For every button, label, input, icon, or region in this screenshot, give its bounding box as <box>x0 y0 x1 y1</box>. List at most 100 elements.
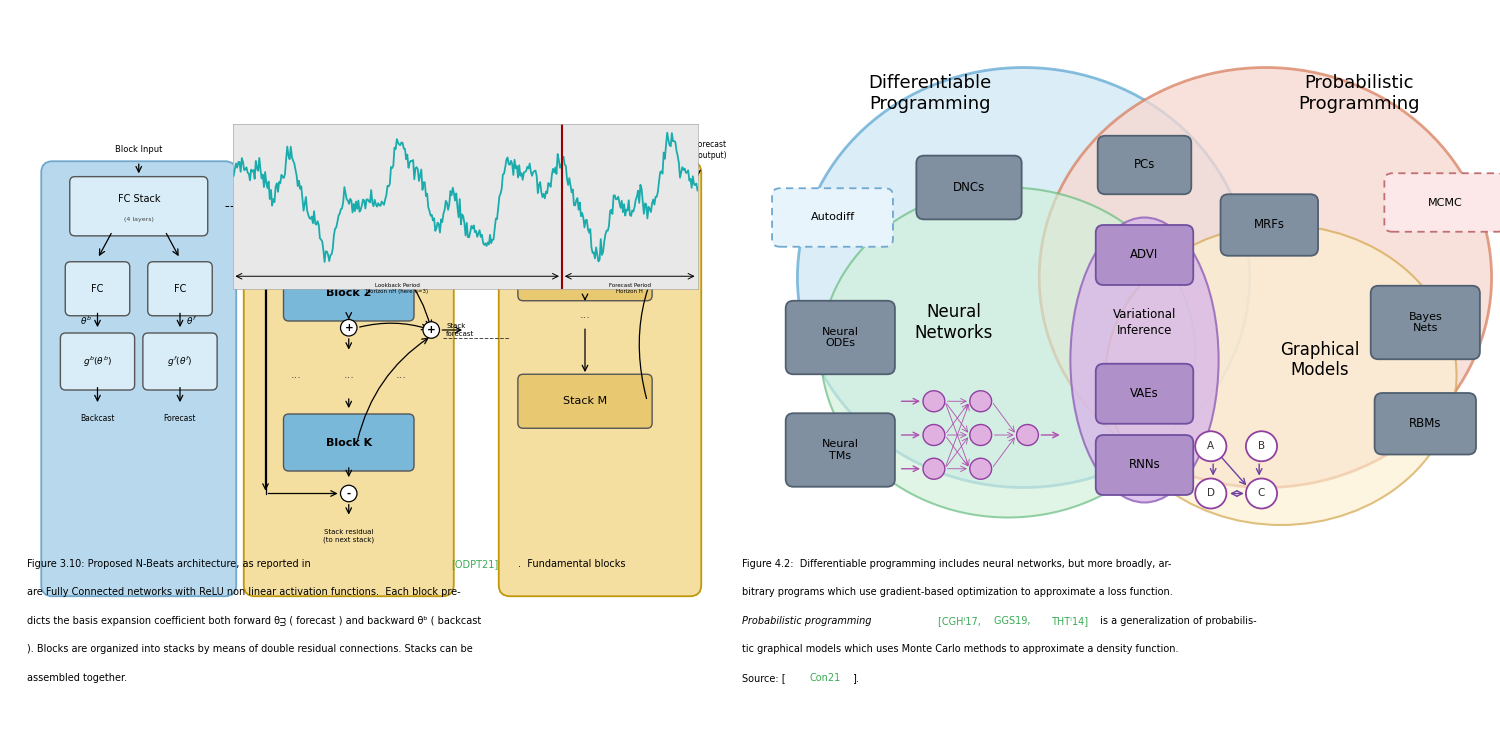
Text: Block 1: Block 1 <box>326 201 372 211</box>
Circle shape <box>922 391 945 412</box>
Circle shape <box>675 200 690 217</box>
FancyBboxPatch shape <box>786 413 895 487</box>
Text: $g^f(\theta^f)$: $g^f(\theta^f)$ <box>168 354 192 369</box>
Text: Stack 2: Stack 2 <box>564 268 606 279</box>
Text: Block 2: Block 2 <box>326 287 372 298</box>
Circle shape <box>1017 424 1038 445</box>
Circle shape <box>970 458 992 479</box>
Text: FC Stack: FC Stack <box>117 194 160 204</box>
Text: ...: ... <box>344 370 354 380</box>
Text: tic graphical models which uses Monte Carlo methods to approximate a density fun: tic graphical models which uses Monte Ca… <box>742 644 1179 654</box>
FancyBboxPatch shape <box>284 178 414 235</box>
Text: Block Input: Block Input <box>116 146 162 154</box>
FancyBboxPatch shape <box>518 247 652 301</box>
Text: +: + <box>427 325 435 335</box>
Ellipse shape <box>1071 217 1218 502</box>
Circle shape <box>1196 478 1227 508</box>
Circle shape <box>1246 478 1276 508</box>
FancyBboxPatch shape <box>60 333 135 390</box>
FancyBboxPatch shape <box>142 333 218 390</box>
Circle shape <box>340 485 357 502</box>
FancyBboxPatch shape <box>1095 435 1194 495</box>
Text: Figure 4.2:  Differentiable programming includes neural networks, but more broad: Figure 4.2: Differentiable programming i… <box>742 559 1172 568</box>
Text: -: - <box>346 488 351 499</box>
Text: Probabilistic
Programming: Probabilistic Programming <box>1298 74 1419 113</box>
Text: Graphical
Models: Graphical Models <box>1281 340 1359 380</box>
Text: ...: ... <box>291 370 302 380</box>
Text: MCMC: MCMC <box>1428 197 1462 208</box>
Text: Forecast: Forecast <box>164 414 196 423</box>
FancyBboxPatch shape <box>66 262 129 316</box>
Text: $g^b(\theta^b)$: $g^b(\theta^b)$ <box>82 354 112 369</box>
Text: is a generalization of probabilis-: is a generalization of probabilis- <box>1096 616 1256 626</box>
Text: $\theta^b$: $\theta^b$ <box>81 315 92 327</box>
Text: Lookback Period
Horizon nH (here n=3): Lookback Period Horizon nH (here n=3) <box>366 284 429 294</box>
FancyBboxPatch shape <box>243 161 453 596</box>
Text: Neural
TMs: Neural TMs <box>822 440 860 460</box>
FancyBboxPatch shape <box>284 414 414 471</box>
FancyBboxPatch shape <box>1374 393 1476 454</box>
Text: Autodiff: Autodiff <box>810 212 855 223</box>
Circle shape <box>340 233 357 250</box>
Text: ADVI: ADVI <box>1131 248 1158 262</box>
Text: .  Fundamental blocks: . Fundamental blocks <box>518 559 626 568</box>
Text: GGS19,: GGS19, <box>994 616 1033 626</box>
Text: +: + <box>345 322 352 333</box>
Text: ...: ... <box>579 310 591 320</box>
Circle shape <box>970 424 992 445</box>
Text: Differentiable
Programming: Differentiable Programming <box>868 74 992 113</box>
FancyBboxPatch shape <box>498 161 700 596</box>
Text: Stack 1: Stack 1 <box>564 203 606 214</box>
FancyBboxPatch shape <box>916 156 1022 219</box>
Text: D: D <box>1208 488 1215 499</box>
FancyBboxPatch shape <box>1384 173 1500 232</box>
Text: Figure 3.10: Proposed N-Beats architecture, as reported in: Figure 3.10: Proposed N-Beats architectu… <box>27 559 314 568</box>
Text: Stack
forecast: Stack forecast <box>447 323 474 337</box>
Text: THTⁱ14]: THTⁱ14] <box>1052 616 1089 626</box>
Text: are Fully Connected networks with ReLU non linear activation functions.  Each bl: are Fully Connected networks with ReLU n… <box>27 587 460 597</box>
Text: Con21: Con21 <box>810 673 842 682</box>
Text: Forecast Period
Horizon H: Forecast Period Horizon H <box>609 284 651 294</box>
Text: assembled together.: assembled together. <box>27 673 128 682</box>
Text: Source: [: Source: [ <box>742 673 786 682</box>
FancyBboxPatch shape <box>42 161 236 596</box>
Text: ].: ]. <box>852 673 859 682</box>
Circle shape <box>423 322 439 338</box>
Text: Block K: Block K <box>326 437 372 448</box>
Text: Stack Input: Stack Input <box>326 146 372 154</box>
Text: DNCs: DNCs <box>952 181 986 194</box>
Text: MRFs: MRFs <box>1254 218 1286 232</box>
Text: +: + <box>678 203 687 214</box>
FancyBboxPatch shape <box>1095 225 1194 285</box>
Text: B: B <box>1258 441 1264 452</box>
FancyBboxPatch shape <box>284 264 414 321</box>
Text: RNNs: RNNs <box>1128 458 1161 472</box>
Text: +: + <box>345 236 352 247</box>
Circle shape <box>922 458 945 479</box>
Text: Global forecast
(model output): Global forecast (model output) <box>669 140 726 160</box>
Text: Lookback window
(model input): Lookback window (model input) <box>550 140 620 160</box>
Text: FC: FC <box>92 284 104 294</box>
Circle shape <box>1196 431 1227 461</box>
Text: [CGHⁱ17,: [CGHⁱ17, <box>938 616 984 626</box>
FancyBboxPatch shape <box>518 182 652 236</box>
Text: ...: ... <box>396 370 406 380</box>
Circle shape <box>922 424 945 445</box>
FancyBboxPatch shape <box>772 188 892 247</box>
Text: Backcast: Backcast <box>81 414 114 423</box>
FancyBboxPatch shape <box>69 177 207 236</box>
Text: Probabilistic programming: Probabilistic programming <box>742 616 874 626</box>
Text: bitrary programs which use gradient-based optimization to approximate a loss fun: bitrary programs which use gradient-base… <box>742 587 1173 597</box>
Text: Neural
ODEs: Neural ODEs <box>822 327 860 348</box>
FancyBboxPatch shape <box>1095 364 1194 424</box>
Circle shape <box>340 320 357 336</box>
Text: Variational
Inference: Variational Inference <box>1113 308 1176 337</box>
FancyBboxPatch shape <box>148 262 213 316</box>
Text: RBMs: RBMs <box>1408 417 1442 430</box>
FancyBboxPatch shape <box>1098 136 1191 194</box>
Ellipse shape <box>798 68 1250 488</box>
Circle shape <box>1246 431 1276 461</box>
Text: [ODPT21]: [ODPT21] <box>452 559 498 568</box>
Text: VAEs: VAEs <box>1130 387 1160 400</box>
FancyBboxPatch shape <box>786 301 895 374</box>
